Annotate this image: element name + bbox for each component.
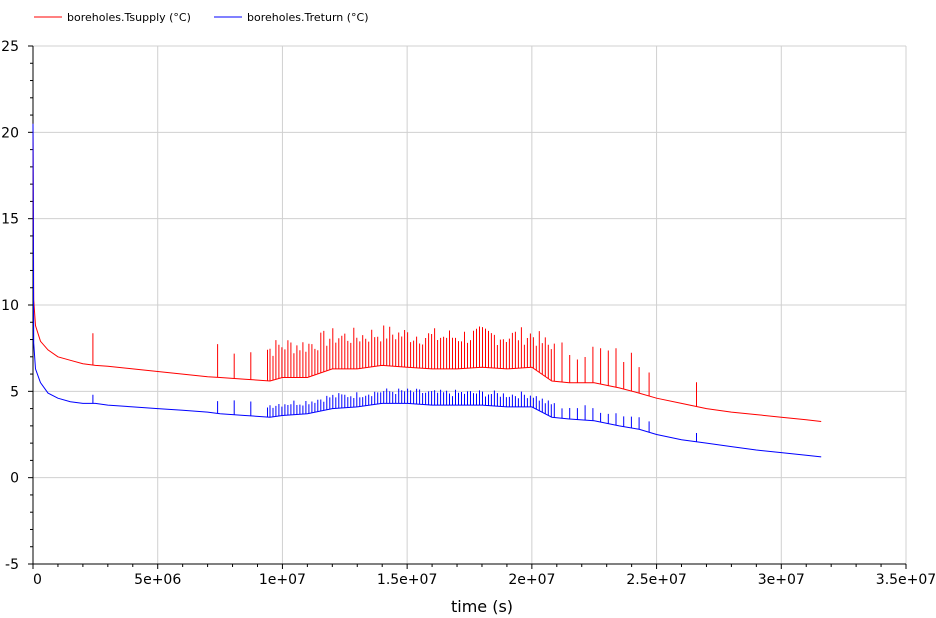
legend-label: boreholes.Treturn (°C) [247,11,369,24]
y-tick-label: 10 [1,298,19,314]
legend-item[interactable]: boreholes.Tsupply (°C) [34,11,191,24]
x-tick-label: 3e+07 [758,572,805,588]
series-layer [32,123,822,458]
x-tick-label: 3.5e+07 [876,572,936,588]
y-tick-label: 5 [10,384,19,400]
y-tick-label: 0 [10,471,19,487]
series-line-tsupply [32,123,822,422]
x-tick-label: 1e+07 [259,572,306,588]
x-tick-label: 0 [33,572,42,588]
legend-item[interactable]: boreholes.Treturn (°C) [214,11,369,24]
y-tick-label: 25 [1,39,19,55]
y-tick-label: -5 [5,557,19,573]
x-tick-label: 1.5e+07 [377,572,437,588]
y-tick-label: 15 [1,212,19,228]
x-tick-label: 5e+06 [134,572,181,588]
x-axis-label: time (s) [451,597,513,616]
y-axis-ticks: -5 0 5 10 15 20 25 [1,39,33,573]
series-spikes-tsupply [92,325,697,407]
x-tick-label: 2.5e+07 [626,572,686,588]
y-tick-label: 20 [1,125,19,141]
series-spikes-treturn [92,388,697,442]
legend-label: boreholes.Tsupply (°C) [67,11,191,24]
x-tick-label: 2e+07 [508,572,555,588]
grid [33,45,907,564]
legend[interactable]: boreholes.Tsupply (°C) boreholes.Treturn … [34,11,369,24]
series-line-treturn [32,123,822,458]
x-axis-ticks: 0 5e+06 1e+07 1.5e+07 2e+07 2.5e+07 3e+07 3.5e+… [32,564,936,588]
